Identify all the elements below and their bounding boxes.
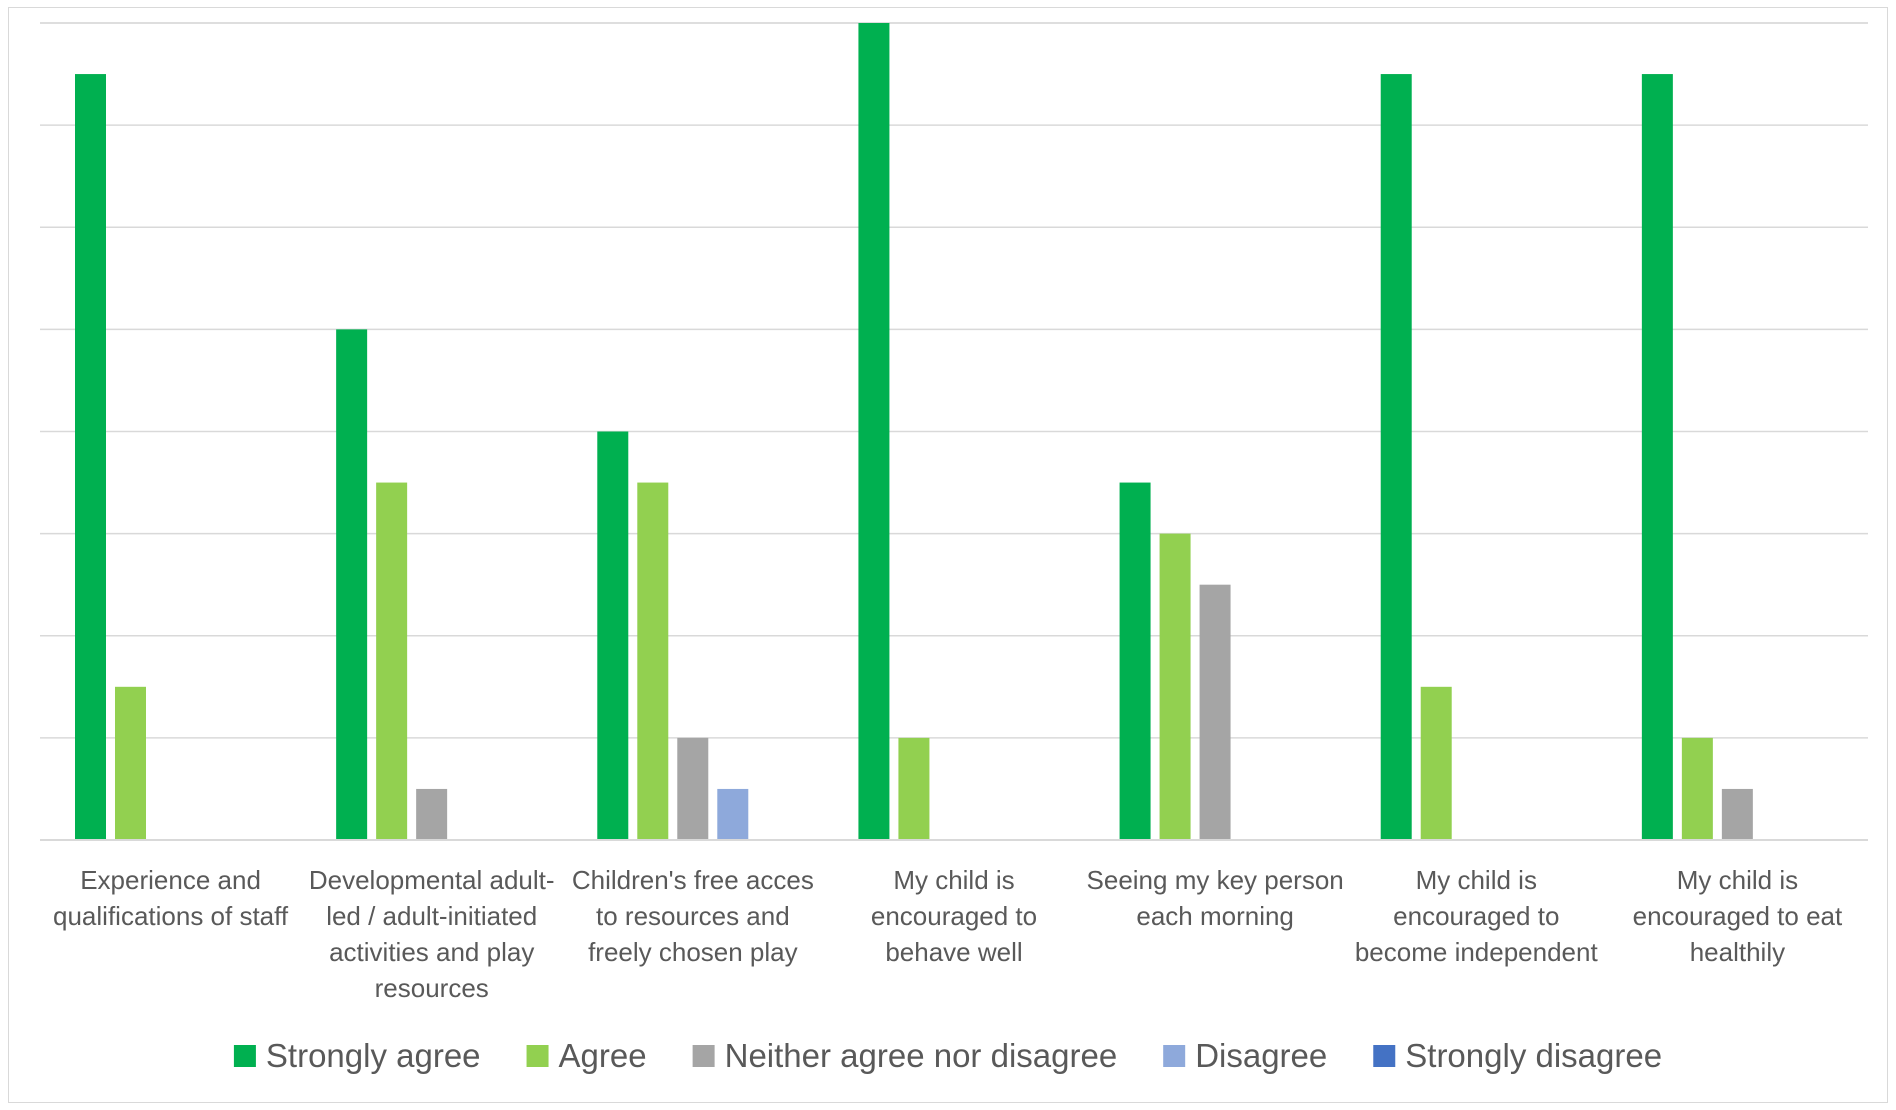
category-label: Experience and qualifications of staff	[53, 865, 289, 931]
chart-frame	[8, 7, 1888, 1103]
category-label: Seeing my key person each morning	[1087, 865, 1344, 931]
category-label: Children's free acces to resources and fre…	[572, 865, 814, 967]
category-label: My child is encouraged to behave well	[871, 865, 1037, 967]
bar-agree	[1159, 533, 1191, 840]
bar-agree	[1420, 686, 1452, 840]
legend-label: Strongly disagree	[1405, 1037, 1662, 1074]
bar-strongly-agree	[336, 329, 368, 840]
bar-neither-agree-nor-disagree	[416, 788, 448, 840]
legend-swatch	[526, 1045, 549, 1067]
bar-neither-agree-nor-disagree	[1721, 788, 1753, 840]
gridlines	[40, 22, 1868, 739]
legend-swatch	[692, 1045, 715, 1067]
bar-strongly-agree	[597, 431, 629, 840]
legend-swatch	[1163, 1045, 1186, 1067]
bar-strongly-agree	[75, 74, 106, 840]
legend-label: Agree	[559, 1037, 647, 1074]
bar-agree	[376, 482, 408, 840]
bar-strongly-agree	[1641, 74, 1673, 840]
legend-label: Disagree	[1195, 1037, 1327, 1074]
legend-label: Neither agree nor disagree	[725, 1037, 1118, 1074]
category-label: My child is encouraged to eat healthily	[1633, 865, 1843, 967]
bar-strongly-agree	[858, 23, 890, 840]
bar-neither-agree-nor-disagree	[1199, 584, 1231, 840]
bar-strongly-agree	[1380, 74, 1412, 840]
legend-swatch	[1373, 1045, 1396, 1067]
bar-agree	[898, 737, 930, 840]
category-label: My child is encouraged to become independe…	[1355, 865, 1599, 967]
bar-agree	[1681, 737, 1713, 840]
bar-agree	[637, 482, 669, 840]
bar-neither-agree-nor-disagree	[677, 737, 709, 840]
legend-label: Strongly agree	[266, 1037, 481, 1074]
bar-disagree	[717, 788, 749, 840]
bar-agree	[115, 686, 146, 840]
bars	[75, 23, 1753, 840]
category-labels: Experience and qualifications of staff Dev…	[53, 865, 1843, 1003]
category-label: Developmental adult-led / adult-initiate…	[309, 865, 555, 1003]
legend: Strongly agree Agree Neither agree nor dis…	[233, 1037, 1662, 1074]
bar-strongly-agree	[1119, 482, 1151, 840]
legend-swatch	[233, 1045, 256, 1067]
